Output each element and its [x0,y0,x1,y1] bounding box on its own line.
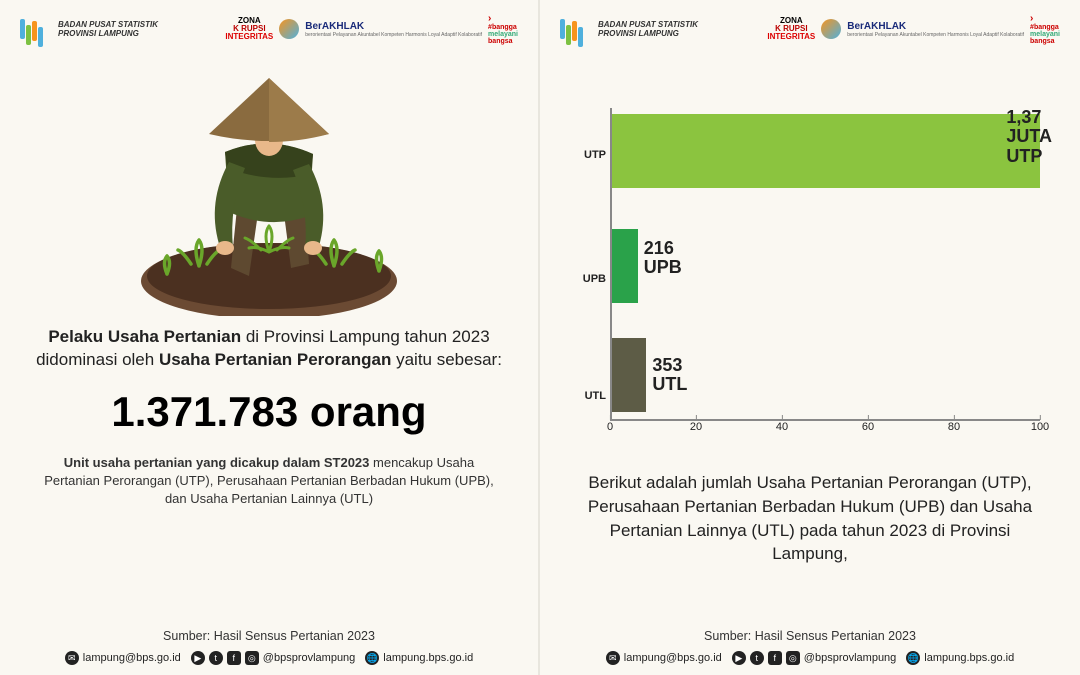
x-tick: 40 [776,421,788,433]
header-logos: ZONA K RUPSI INTEGRITAS BerAKHLAK berori… [767,14,1060,45]
bps-org-block: BADAN PUSAT STATISTIK PROVINSI LAMPUNG [20,19,158,39]
youtube-icon: ▶ [191,651,205,665]
left-panel: BADAN PUSAT STATISTIK PROVINSI LAMPUNG Z… [0,0,540,675]
description-paragraph: Unit usaha pertanian yang dicakup dalam … [36,454,502,509]
zona-integritas-logo: ZONA K RUPSI INTEGRITAS [767,17,815,41]
farmer-illustration [129,66,409,316]
bps-logo-icon [20,19,52,39]
zona-integritas-logo: ZONA K RUPSI INTEGRITAS [225,17,273,41]
footer-social: ▶ t f ◎ @bpsprovlampung [732,651,897,665]
twitter-icon: t [209,651,223,665]
x-tick: 100 [1031,421,1049,433]
bangga-logo: › #bangga melayani bangsa [1030,14,1060,45]
globe-icon: 🌐 [365,651,379,665]
x-tick: 0 [607,421,613,433]
bar-utl [612,338,646,412]
bangga-logo: › #bangga melayani bangsa [488,14,518,45]
facebook-icon: f [227,651,241,665]
bar-row-utp [612,114,1040,188]
headline-paragraph: Pelaku Usaha Pertanian di Provinsi Lampu… [36,326,502,372]
left-text: Pelaku Usaha Pertanian di Provinsi Lampu… [20,326,518,508]
facebook-icon: f [768,651,782,665]
footer-web: 🌐 lampung.bps.go.id [365,651,473,665]
bar-upb [612,229,638,303]
berakhlak-logo: BerAKHLAK berorientasi Pelayanan Akuntab… [847,21,1024,38]
right-panel: BADAN PUSAT STATISTIK PROVINSI LAMPUNG Z… [540,0,1080,675]
instagram-icon: ◎ [786,651,800,665]
berakhlak-logo: BerAKHLAK berorientasi Pelayanan Akuntab… [305,21,482,38]
globe-icon: 🌐 [906,651,920,665]
source-right: Sumber: Hasil Sensus Pertanian 2023 [560,615,1060,643]
mail-icon: ✉ [606,651,620,665]
bps-org-block: BADAN PUSAT STATISTIK PROVINSI LAMPUNG [560,19,698,39]
twitter-icon: t [750,651,764,665]
header-left: BADAN PUSAT STATISTIK PROVINSI LAMPUNG Z… [20,10,518,48]
header-logos: ZONA K RUPSI INTEGRITAS BerAKHLAK berori… [225,14,518,45]
y-label-utl: UTL [570,390,606,402]
x-tick: 20 [690,421,702,433]
value-label-upb: 216UPB [644,239,682,278]
org-name: BADAN PUSAT STATISTIK PROVINSI LAMPUNG [598,20,698,38]
footer-right: ✉ lampung@bps.go.id ▶ t f ◎ @bpsprovlamp… [560,643,1060,667]
right-description: Berikut adalah jumlah Usaha Pertanian Pe… [560,471,1060,566]
value-label-utl: 353UTL [652,356,687,395]
bar-row-upb [612,229,638,303]
y-label-utp: UTP [570,149,606,161]
bar-utp [612,114,1040,188]
footer-web: 🌐 lampung.bps.go.id [906,651,1014,665]
value-label-utp: 1,37JUTAUTP [1006,108,1052,166]
footer-social: ▶ t f ◎ @bpsprovlampung [191,651,356,665]
partner-logo-icon [821,19,841,39]
big-number: 1.371.783 orang [36,388,502,436]
mail-icon: ✉ [65,651,79,665]
bps-logo-icon [560,19,592,39]
org-name: BADAN PUSAT STATISTIK PROVINSI LAMPUNG [58,20,158,38]
youtube-icon: ▶ [732,651,746,665]
x-tick: 80 [948,421,960,433]
header-right: BADAN PUSAT STATISTIK PROVINSI LAMPUNG Z… [560,10,1060,48]
y-label-upb: UPB [570,273,606,285]
footer-email: ✉ lampung@bps.go.id [65,651,181,665]
bar-row-utl [612,338,646,412]
footer-email: ✉ lampung@bps.go.id [606,651,722,665]
x-tick: 60 [862,421,874,433]
footer-left: ✉ lampung@bps.go.id ▶ t f ◎ @bpsprovlamp… [20,643,518,667]
bar-chart: 0 20 40 60 80 100 UTP 1,37JUTAUTP UPB 216UPB UTL 3… [570,108,1050,443]
source-left: Sumber: Hasil Sensus Pertanian 2023 [20,615,518,643]
partner-logo-icon [279,19,299,39]
instagram-icon: ◎ [245,651,259,665]
